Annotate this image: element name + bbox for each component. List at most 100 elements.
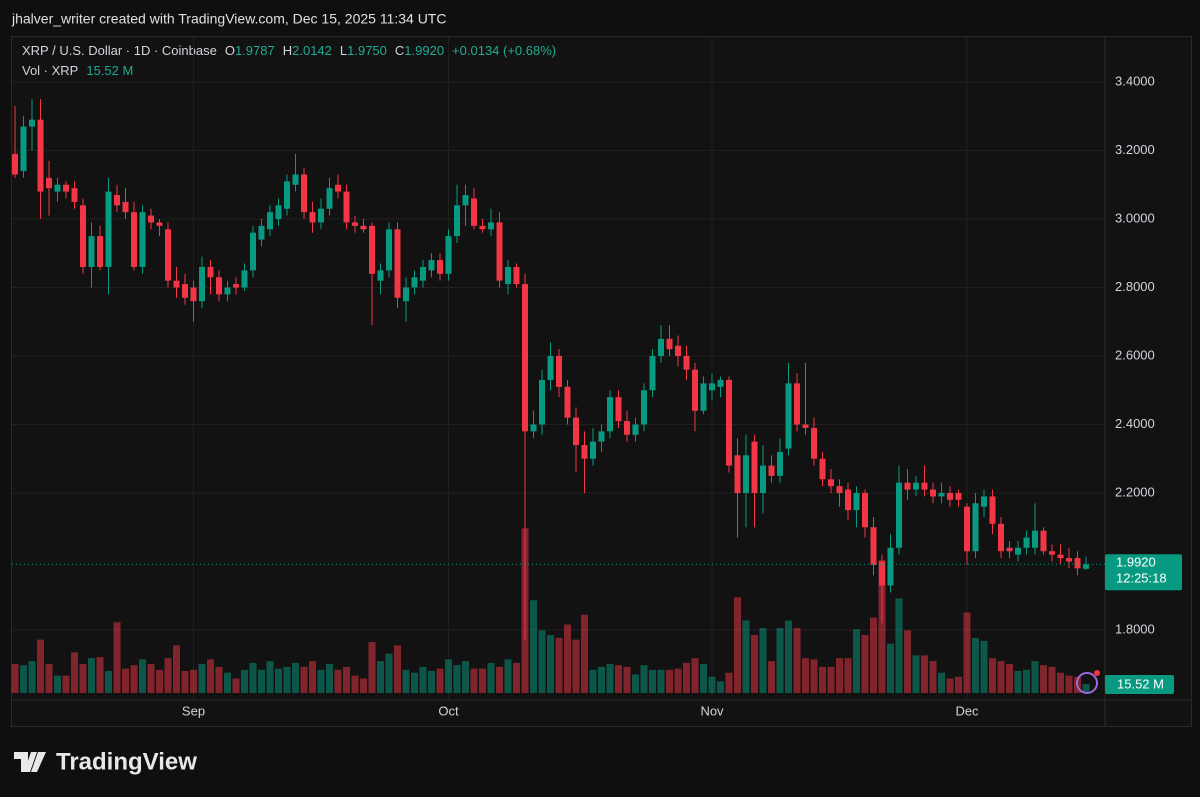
candle-body (972, 503, 979, 552)
candle-body (479, 225, 486, 230)
candle-body (1032, 530, 1038, 548)
candle-body (360, 225, 367, 230)
volume-bar (606, 664, 614, 693)
volume-bar (810, 659, 818, 693)
candle-body (726, 379, 732, 466)
volume-bar (1023, 669, 1030, 693)
candle-body (411, 277, 418, 288)
volume-bar (1082, 683, 1090, 693)
candle-body (828, 479, 834, 487)
candle-body (343, 191, 350, 223)
volume-badge-label: 15.52 M (1117, 676, 1164, 691)
legend-key: H (283, 43, 292, 58)
volume-bar (555, 637, 563, 693)
candle-body (377, 270, 384, 281)
candle-body (1049, 551, 1055, 555)
volume-bar (904, 630, 911, 693)
candle-body (794, 383, 800, 425)
x-tick-label: Oct (438, 703, 459, 718)
volume-bar (725, 672, 733, 693)
candle-body (241, 270, 248, 288)
candle-body (581, 445, 588, 459)
candle-body (547, 356, 554, 380)
volume-bar (938, 672, 945, 693)
candle-body (598, 431, 605, 442)
volume-bar (343, 666, 350, 693)
candle-body (785, 383, 792, 449)
volume-bar (207, 659, 214, 693)
volume-bar (640, 665, 648, 693)
candle-body (853, 493, 860, 511)
x-tick-label: Sep (182, 703, 205, 718)
candle-body (190, 287, 197, 302)
candle-body (913, 482, 919, 490)
candle-body (981, 496, 987, 507)
candle-body (998, 523, 1004, 552)
volume-bar (530, 600, 537, 693)
y-tick-label: 2.2000 (1115, 484, 1155, 499)
volume-bar (929, 661, 937, 693)
volume-bar (674, 668, 682, 693)
volume-bar (827, 666, 835, 693)
candle-body (488, 222, 494, 230)
volume-bar (615, 665, 622, 693)
volume-bar (853, 629, 860, 693)
candle-body (63, 184, 69, 192)
candle-body (335, 184, 341, 192)
legend-key: O (225, 43, 235, 58)
volume-bar (861, 635, 869, 693)
candle-body (131, 212, 137, 267)
volume-bar (198, 664, 206, 693)
legend-value: 1.9787 (235, 43, 275, 58)
volume-bar (1040, 665, 1047, 693)
candle-body (139, 212, 146, 267)
volume-bar (215, 666, 223, 693)
volume-bar (589, 669, 597, 693)
y-tick-label: 2.8000 (1115, 279, 1155, 294)
candle-body (768, 465, 775, 476)
candle-body (632, 424, 639, 435)
candle-body (887, 547, 894, 586)
countdown: 12:25:18 (1116, 571, 1167, 586)
volume-bar (708, 676, 716, 693)
candle-body (658, 338, 664, 356)
candle-body (751, 441, 758, 493)
volume-bar (632, 674, 639, 693)
candle-body (675, 345, 681, 356)
volume-bar (547, 635, 554, 693)
logo-text: TradingView (56, 748, 197, 775)
volume-bar (11, 664, 19, 693)
candle-body (607, 397, 613, 432)
candle-body (496, 222, 503, 281)
candle-body (955, 493, 962, 500)
volume-bar (224, 672, 231, 693)
candle-body (930, 489, 936, 497)
volume-bar (819, 666, 826, 693)
y-tick-label: 2.6000 (1115, 347, 1155, 362)
candle-body (522, 284, 528, 432)
candle-body (904, 482, 911, 490)
candle-body (292, 174, 299, 185)
volume-badge (1105, 674, 1174, 694)
volume-bar (989, 658, 996, 693)
logo-mark (14, 752, 46, 772)
chart-panel (11, 36, 1192, 727)
volume-bar (462, 661, 469, 693)
volume-bar (411, 672, 418, 693)
symbol: XRP / U.S. Dollar · 1D · Coinbase (22, 43, 217, 58)
volume-bar (921, 655, 928, 693)
candle-body (641, 390, 647, 425)
volume-bar (912, 655, 920, 693)
candle-body (921, 482, 928, 490)
candle-body (1074, 558, 1081, 569)
candle-body (964, 506, 970, 552)
candle-body (318, 208, 324, 223)
volume-bar (20, 665, 27, 693)
candle-body (649, 356, 656, 391)
candle-body (165, 229, 171, 281)
legend-key: C (395, 43, 404, 58)
candle-body (683, 356, 690, 370)
volume-bar (564, 624, 571, 693)
volume-bar (870, 617, 877, 693)
